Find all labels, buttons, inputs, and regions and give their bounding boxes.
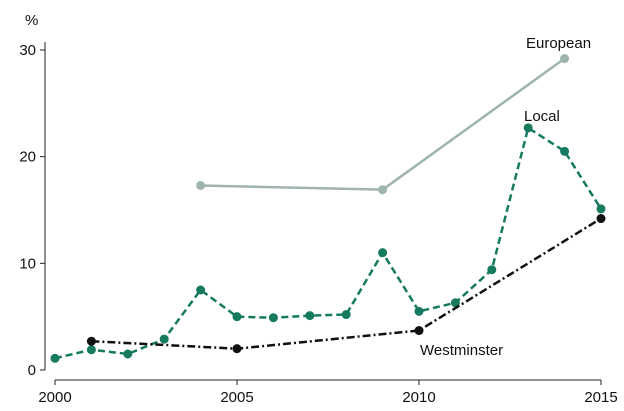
local-series bbox=[50, 123, 606, 363]
local-point bbox=[232, 312, 242, 322]
local-point bbox=[305, 311, 315, 321]
european-point bbox=[378, 185, 388, 195]
local-point bbox=[50, 353, 60, 363]
series-labels: European Local Westminster bbox=[420, 35, 591, 359]
local-point bbox=[86, 345, 96, 355]
y-tick-label: 20 bbox=[19, 149, 36, 166]
local-line bbox=[54, 126, 603, 360]
westminster-point bbox=[232, 344, 242, 354]
local-point bbox=[523, 123, 533, 133]
x-tick-label: 2010 bbox=[402, 389, 435, 406]
y-axis-ticks: 0 10 20 30 bbox=[19, 42, 45, 379]
local-point bbox=[450, 298, 460, 308]
european-series bbox=[196, 54, 570, 195]
local-point bbox=[159, 334, 169, 344]
westminster-label: Westminster bbox=[420, 342, 503, 359]
local-point bbox=[560, 146, 570, 156]
x-tick-label: 2000 bbox=[38, 389, 71, 406]
westminster-point bbox=[414, 326, 424, 336]
series-layer bbox=[50, 54, 606, 363]
european-point bbox=[196, 180, 206, 190]
y-axis-unit-label: % bbox=[25, 12, 38, 29]
westminster-point bbox=[86, 336, 96, 346]
european-label: European bbox=[526, 35, 591, 52]
local-label: Local bbox=[524, 108, 560, 125]
y-tick-label: 30 bbox=[19, 42, 36, 59]
x-tick-label: 2005 bbox=[220, 389, 253, 406]
local-point bbox=[341, 310, 351, 320]
local-point bbox=[196, 285, 206, 295]
local-point bbox=[414, 306, 424, 316]
local-point bbox=[123, 349, 133, 359]
local-point bbox=[268, 313, 278, 323]
westminster-point bbox=[596, 214, 606, 224]
local-point bbox=[596, 204, 606, 214]
local-point bbox=[487, 265, 497, 275]
westminster-line bbox=[91, 217, 602, 350]
european-point bbox=[560, 54, 570, 64]
local-point bbox=[378, 248, 388, 258]
x-axis-ticks: 2000 2005 2010 2015 bbox=[38, 380, 618, 406]
y-tick-label: 0 bbox=[28, 362, 36, 379]
y-tick-label: 10 bbox=[19, 255, 36, 272]
x-tick-label: 2015 bbox=[584, 389, 617, 406]
european-line bbox=[200, 57, 566, 191]
westminster-series bbox=[86, 214, 606, 354]
